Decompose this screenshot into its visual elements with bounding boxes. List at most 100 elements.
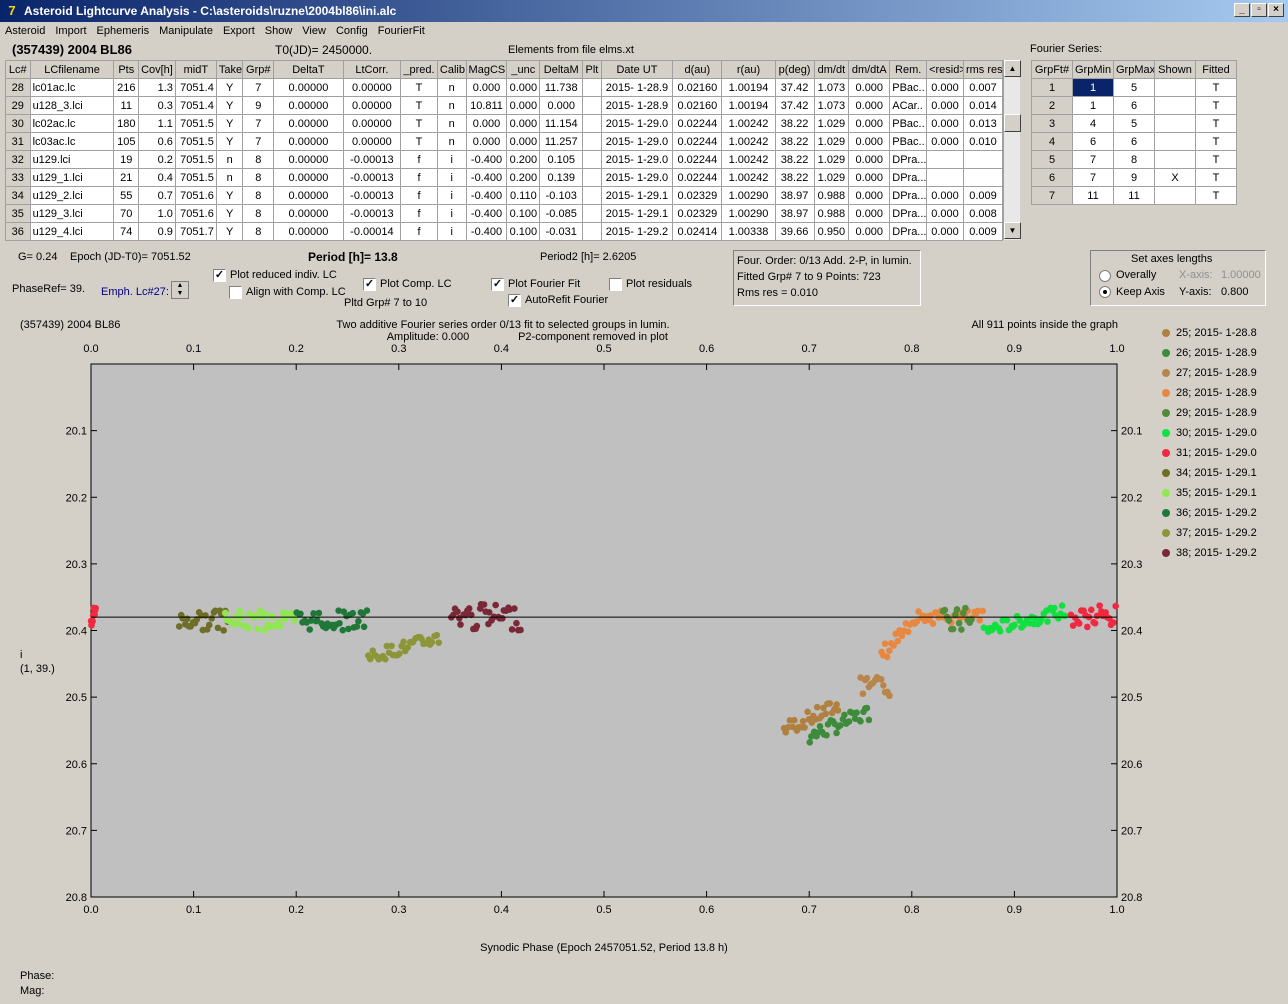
lc-cell[interactable]: Y (215, 78, 244, 97)
lc-cell[interactable]: 0.988 (813, 186, 850, 205)
lc-cell[interactable]: 0.00000 (273, 204, 344, 223)
fourier-cell[interactable]: 1 (1031, 78, 1073, 97)
lc-cell[interactable]: i (436, 222, 467, 241)
emph-spinner[interactable]: ▲ ▼ (171, 281, 189, 299)
lc-cell[interactable]: 0.00000 (273, 150, 344, 169)
lc-cell[interactable]: 0.02329 (672, 186, 723, 205)
y-axis-value[interactable]: 0.800 (1221, 286, 1249, 298)
lc-cell[interactable]: 7051.5 (174, 168, 217, 187)
lc-cell[interactable]: 0.6 (138, 132, 176, 151)
fourier-cell[interactable]: T (1195, 78, 1237, 97)
lc-cell[interactable]: 0.000 (926, 132, 964, 151)
lc-cell[interactable]: -0.00013 (342, 150, 402, 169)
lc-col-header[interactable]: p(deg) (774, 60, 815, 79)
lc-cell[interactable]: 0.000 (848, 168, 891, 187)
fourier-table-row[interactable]: 7 11 11 T (1031, 186, 1237, 205)
lc-cell[interactable]: 7051.4 (174, 96, 217, 115)
lc-cell[interactable]: -0.00013 (342, 168, 402, 187)
lc-cell[interactable] (582, 168, 602, 187)
fourier-cell[interactable]: 4 (1072, 114, 1114, 133)
lc-cell[interactable]: DPra... (889, 222, 928, 241)
lc-cell[interactable]: 0.000 (926, 78, 964, 97)
lc-cell[interactable]: 0.000 (848, 96, 891, 115)
fourier-cell[interactable]: 5 (1113, 114, 1155, 133)
lc-cell[interactable]: 0.139 (539, 168, 584, 187)
fourier-cell[interactable]: T (1195, 114, 1237, 133)
lc-cell[interactable]: Y (215, 186, 244, 205)
lc-cell[interactable]: 0.000 (926, 114, 964, 133)
lc-cell[interactable]: Y (215, 222, 244, 241)
lc-cell[interactable] (926, 168, 964, 187)
fourier-cell[interactable]: 1 (1072, 78, 1114, 97)
lc-cell[interactable]: u129_4.lci (29, 222, 115, 241)
lc-cell[interactable]: 0.000 (926, 96, 964, 115)
menu-manipulate[interactable]: Manipulate (159, 25, 213, 37)
lc-cell[interactable]: 0.00000 (342, 114, 402, 133)
lc-cell[interactable]: 0.010 (962, 132, 1004, 151)
fourier-cell[interactable]: 6 (1113, 96, 1155, 115)
lc-cell[interactable]: Y (215, 204, 244, 223)
lc-cell[interactable]: 0.009 (962, 186, 1004, 205)
lc-cell[interactable]: -0.00013 (342, 186, 402, 205)
lc-cell[interactable]: 1.00290 (721, 204, 776, 223)
lc-cell[interactable]: lc02ac.lc (29, 114, 115, 133)
lc-col-header[interactable]: Cov[h] (138, 60, 176, 79)
lc-cell[interactable]: Y (215, 96, 244, 115)
lc-cell[interactable]: 11.257 (539, 132, 584, 151)
lightcurve-plot[interactable]: (357439) 2004 BL86 Two additive Fourier s… (18, 316, 1154, 964)
lc-cell[interactable]: 2015- 1-29.0 (600, 114, 674, 133)
lc-cell[interactable]: 0.200 (506, 150, 541, 169)
lc-cell[interactable]: 7 (242, 114, 275, 133)
lc-cell[interactable]: 0.00000 (342, 132, 402, 151)
lc-cell[interactable]: 7051.4 (174, 78, 217, 97)
lc-cell[interactable] (582, 222, 602, 241)
lc-cell[interactable]: i (436, 204, 467, 223)
lc-cell[interactable]: 31 (5, 132, 31, 151)
lc-col-header[interactable]: r(au) (721, 60, 776, 79)
lc-cell[interactable]: 0.007 (962, 78, 1004, 97)
lc-cell[interactable]: 2015- 1-29.1 (600, 204, 674, 223)
lc-cell[interactable]: 0.9 (138, 222, 176, 241)
lc-cell[interactable] (962, 168, 1004, 187)
fourier-cell[interactable]: 4 (1031, 132, 1073, 151)
lc-cell[interactable]: u129_3.lci (29, 204, 115, 223)
lc-cell[interactable]: 19 (113, 150, 140, 169)
lc-cell[interactable]: 33 (5, 168, 31, 187)
lc-cell[interactable]: 0.000 (539, 96, 584, 115)
lc-col-header[interactable]: <resid> (926, 60, 964, 79)
lc-cell[interactable]: 180 (113, 114, 140, 133)
lc-table-row[interactable]: 33 u129_1.lci 21 0.4 7051.5 n 8 0.00000 -0.00013… (5, 168, 1004, 187)
lc-cell[interactable]: 1.1 (138, 114, 176, 133)
lc-cell[interactable]: -0.00014 (342, 222, 402, 241)
lc-cell[interactable]: 7051.7 (174, 222, 217, 241)
lc-cell[interactable]: 0.009 (962, 222, 1004, 241)
lc-cell[interactable]: 1.00194 (721, 78, 776, 97)
lc-cell[interactable]: 0.02244 (672, 132, 723, 151)
plot-residuals-checkbox[interactable] (609, 278, 622, 291)
fourier-col-header[interactable]: Fitted (1195, 60, 1237, 79)
lc-table-row[interactable]: 34 u129_2.lci 55 0.7 7051.6 Y 8 0.00000 -0.00013… (5, 186, 1004, 205)
lc-cell[interactable]: 0.3 (138, 96, 176, 115)
menu-export[interactable]: Export (222, 25, 255, 37)
lc-cell[interactable]: 0.000 (848, 204, 891, 223)
lc-cell[interactable]: 0.000 (506, 78, 541, 97)
lc-cell[interactable]: 11.738 (539, 78, 584, 97)
fourier-cell[interactable]: 3 (1031, 114, 1073, 133)
keep-axis-radio[interactable] (1099, 286, 1111, 298)
lc-cell[interactable]: n (436, 132, 467, 151)
fourier-cell[interactable] (1154, 96, 1196, 115)
lc-cell[interactable]: f (400, 168, 438, 187)
lc-cell[interactable]: f (400, 222, 438, 241)
menu-ephemeris[interactable]: Ephemeris (96, 25, 150, 37)
lc-cell[interactable]: lc03ac.lc (29, 132, 115, 151)
lc-cell[interactable]: 1.029 (813, 132, 850, 151)
lc-cell[interactable]: 1.00194 (721, 96, 776, 115)
lc-col-header[interactable]: Grp# (242, 60, 275, 79)
fourier-cell[interactable]: 7 (1072, 150, 1114, 169)
lc-cell[interactable]: 8 (242, 204, 275, 223)
fourier-cell[interactable]: T (1195, 186, 1237, 205)
